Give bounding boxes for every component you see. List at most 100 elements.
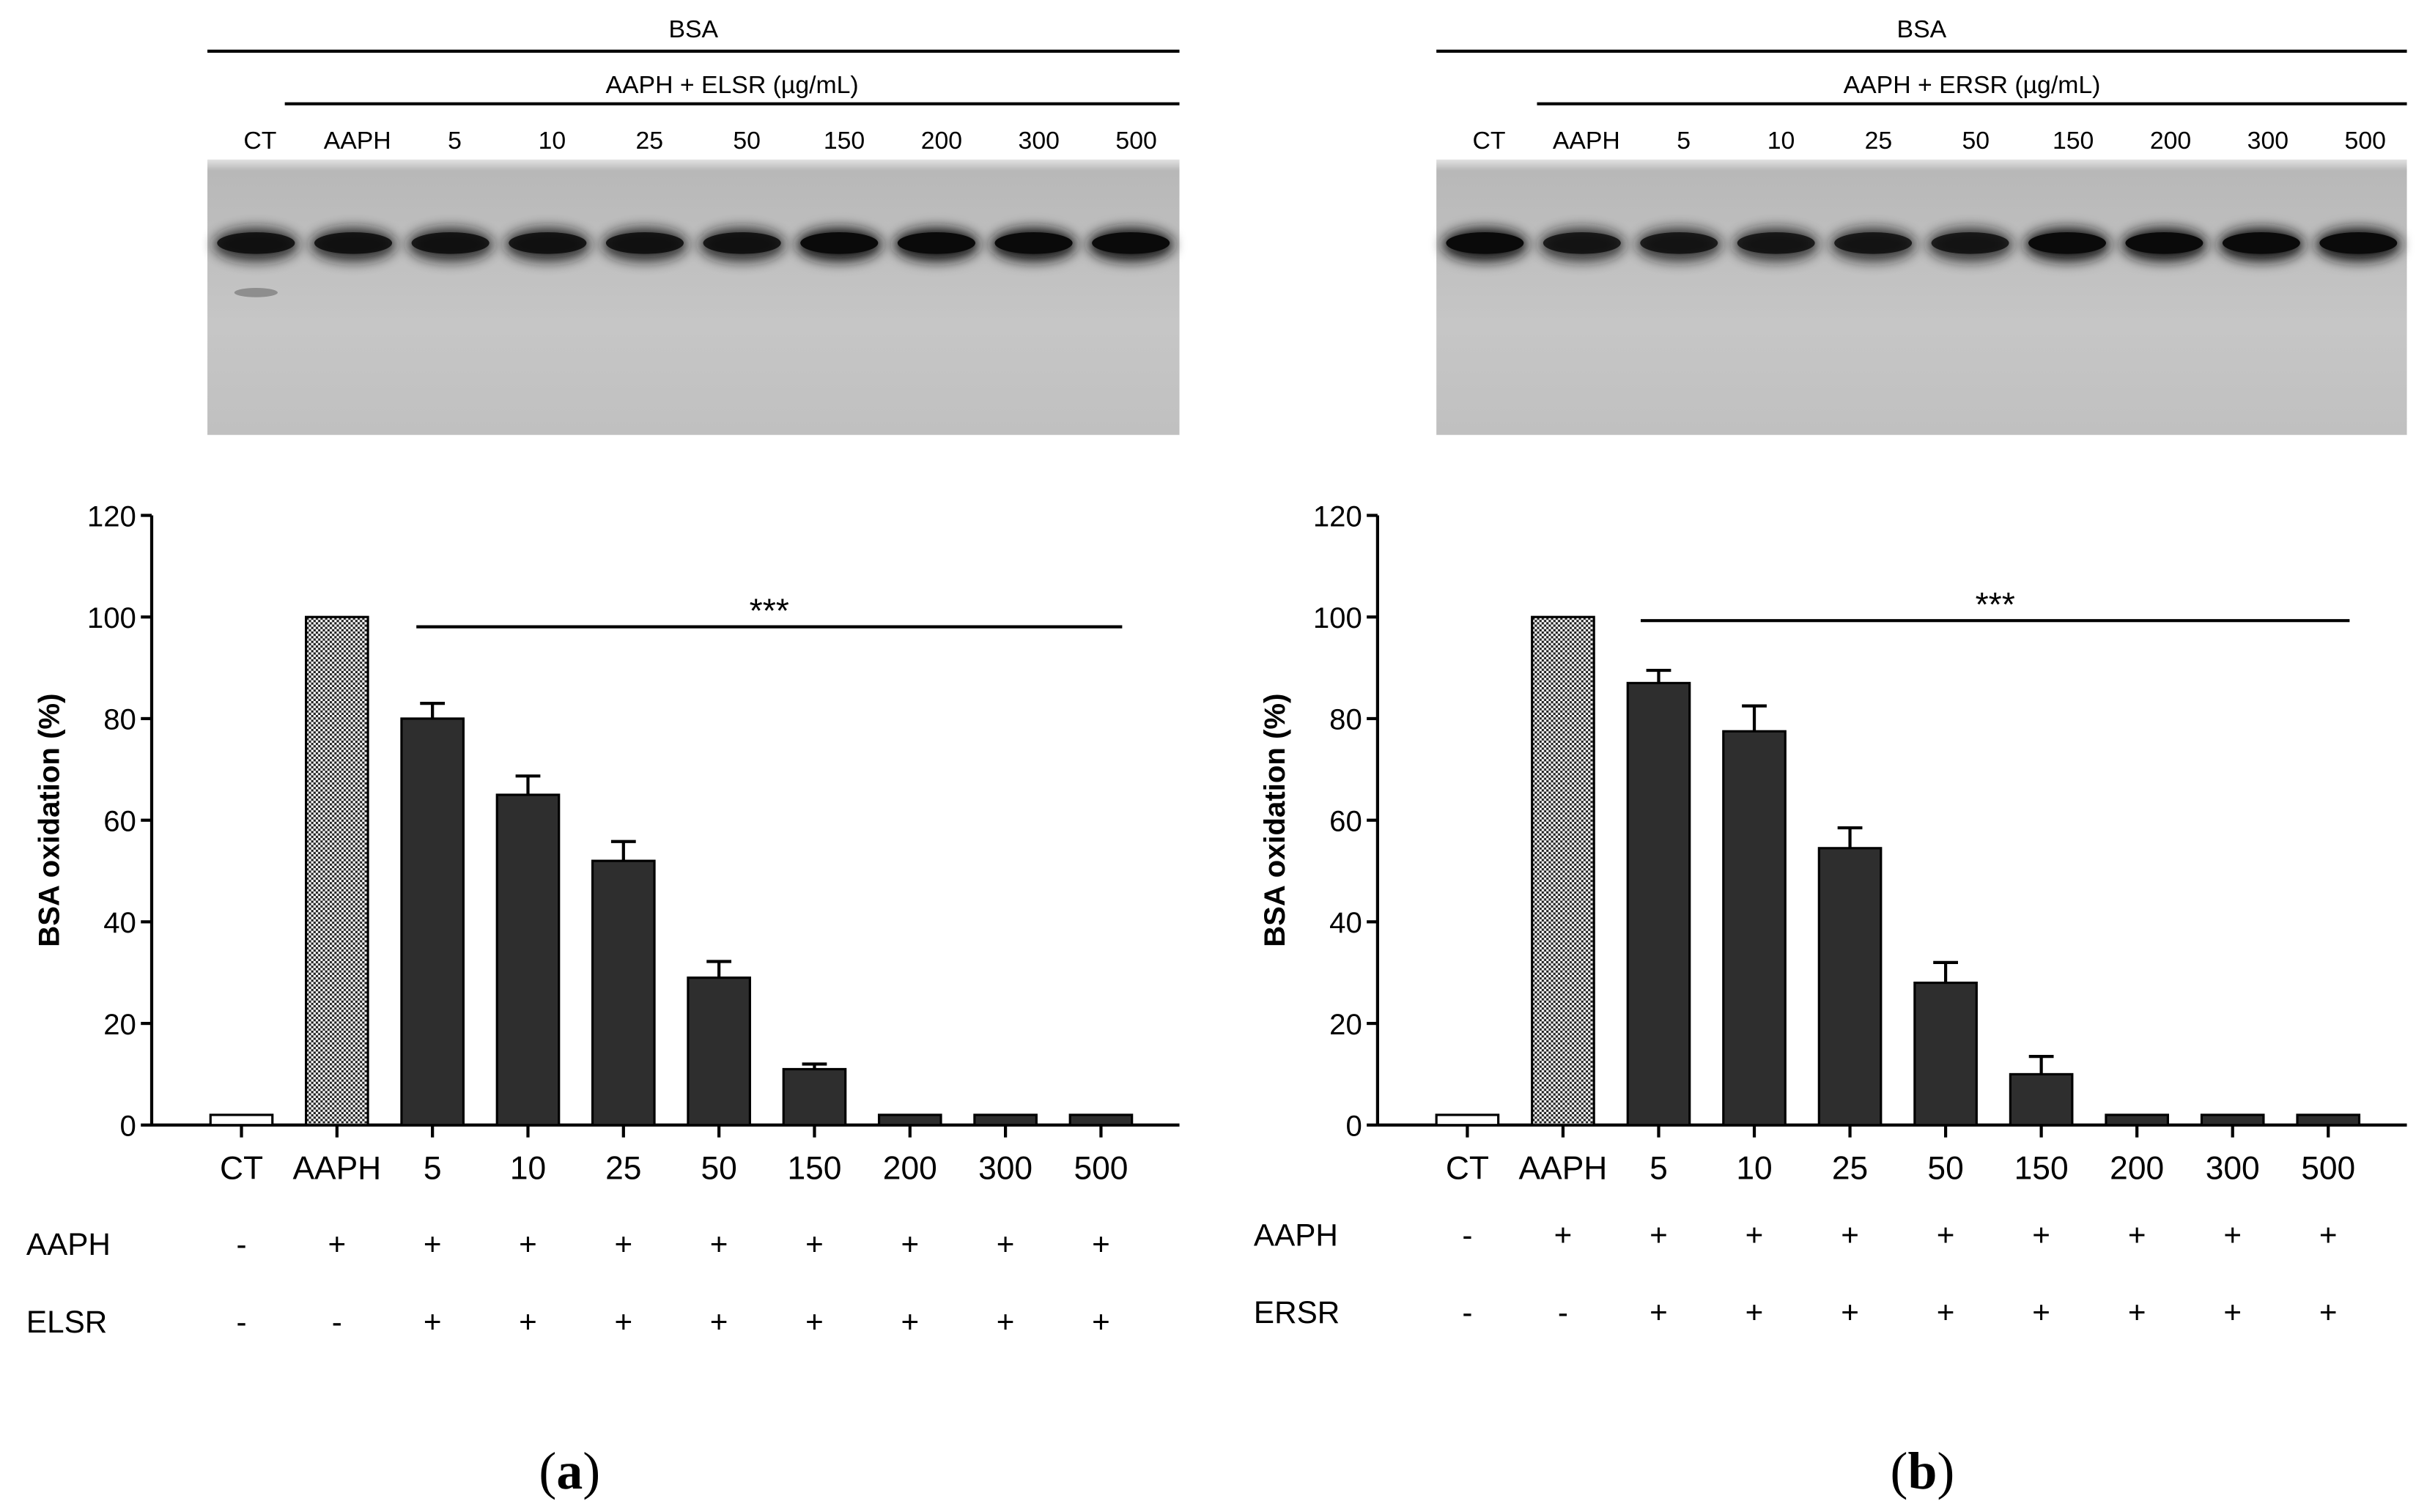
x-tick-label: AAPH (1519, 1151, 1608, 1187)
gel-band-core (2028, 232, 2106, 254)
treatment-sign: - (1462, 1218, 1472, 1253)
y-tick-label: 40 (103, 906, 136, 939)
gel-band-core (1640, 232, 1718, 254)
gel-lane-label: 200 (921, 127, 962, 155)
significance-label: *** (1976, 585, 2015, 623)
treatment-sign: + (997, 1305, 1015, 1339)
gel-subheader: AAPH + ERSR (µg/mL) (1844, 71, 2101, 99)
gel-lane-label: 5 (448, 127, 462, 155)
bar-50 (687, 976, 751, 1127)
gel-band-core (1834, 232, 1913, 254)
y-tick-label: 60 (1329, 804, 1362, 837)
bar-200 (877, 1113, 942, 1127)
gel-lane-label: CT (1472, 127, 1505, 155)
gel-band-core (994, 232, 1073, 254)
x-tick-label: 25 (605, 1151, 641, 1187)
x-tick-label: 150 (2014, 1151, 2069, 1187)
treatment-sign: - (332, 1305, 342, 1339)
x-tick-label: 25 (1832, 1151, 1868, 1187)
y-tick-label: 100 (1313, 601, 1362, 634)
gel-band-core (411, 232, 490, 254)
gel-lane-label: 150 (2053, 127, 2094, 155)
treatment-sign: - (1558, 1295, 1568, 1330)
panel-caption: (b) (1891, 1442, 1955, 1500)
y-tick-label: 80 (103, 703, 136, 736)
gel-lane-label: 25 (636, 127, 664, 155)
y-tick-label: 120 (1313, 500, 1362, 533)
treatment-sign: - (236, 1305, 246, 1339)
significance-label: *** (750, 591, 789, 629)
gel-band-core (1092, 232, 1170, 254)
gel-header: BSA (668, 15, 718, 43)
treatment-sign: + (328, 1227, 346, 1261)
treatment-sign: + (710, 1227, 728, 1261)
x-tick-label: 500 (1074, 1151, 1128, 1187)
gel-band-core (2222, 232, 2300, 254)
treatment-sign: + (2032, 1218, 2050, 1253)
gel-band-core (509, 232, 587, 254)
bar-500 (2296, 1113, 2361, 1127)
x-tick-label: 50 (1927, 1151, 1963, 1187)
gel-band-core (1543, 232, 1621, 254)
treatment-sign: + (1841, 1295, 1859, 1330)
treatment-sign: - (236, 1227, 246, 1261)
gel-band-core (703, 232, 781, 254)
bar-50 (1913, 982, 1978, 1127)
caption-paren-close: ) (583, 1442, 600, 1500)
gel-faint-band (234, 288, 278, 297)
treatment-sign: + (2319, 1295, 2338, 1330)
treatment-sign: + (614, 1305, 632, 1339)
bar-25 (591, 859, 656, 1127)
treatment-sign: + (519, 1305, 537, 1339)
treatment-sign: + (997, 1227, 1015, 1261)
bar-5 (400, 717, 465, 1127)
gel-band-core (1737, 232, 1815, 254)
gel-background (207, 159, 1180, 435)
treatment-sign: + (424, 1227, 442, 1261)
treatment-sign: + (805, 1305, 824, 1339)
gel-lane-label: 50 (733, 127, 761, 155)
gel-image (1436, 159, 2407, 435)
gel-band-core (2319, 232, 2398, 254)
y-axis-label: BSA oxidation (%) (1258, 694, 1291, 947)
gel-band-core (1931, 232, 2009, 254)
x-tick-label: 50 (701, 1151, 736, 1187)
gel-lane-label: 500 (2345, 127, 2386, 155)
treatment-sign: + (519, 1227, 537, 1261)
bar-CT (1435, 1113, 1500, 1127)
treatment-sign: + (2319, 1218, 2338, 1253)
treatment-row-label: ERSR (1254, 1295, 1340, 1330)
gel-lane-label: 500 (1115, 127, 1156, 155)
gel-lane-label: 50 (1962, 127, 1990, 155)
caption-paren-open: ( (539, 1442, 556, 1500)
treatment-sign: + (1937, 1218, 1955, 1253)
x-tick-label: CT (1446, 1151, 1489, 1187)
treatment-sign: + (2032, 1295, 2050, 1330)
treatment-row-label: AAPH (1254, 1218, 1338, 1253)
gel-lane-label: 10 (539, 127, 566, 155)
gel-lane-label: 300 (1019, 127, 1060, 155)
gel-lane-label: 10 (1767, 127, 1795, 155)
gel-lane-label: CT (243, 127, 276, 155)
gel-lane-label: 5 (1677, 127, 1691, 155)
bar-10 (1722, 730, 1787, 1127)
treatment-sign: + (805, 1227, 824, 1261)
gel-image (207, 159, 1180, 435)
x-tick-label: 150 (787, 1151, 841, 1187)
treatment-sign: + (2128, 1218, 2146, 1253)
x-tick-label: 200 (2110, 1151, 2164, 1187)
y-tick-label: 80 (1329, 703, 1362, 736)
caption-paren-close: ) (1937, 1442, 1954, 1500)
treatment-sign: + (901, 1227, 919, 1261)
treatment-sign: + (1650, 1218, 1668, 1253)
y-tick-label: 100 (87, 601, 136, 634)
bar-AAPH (305, 615, 369, 1127)
gel-band-core (314, 232, 393, 254)
gel-band-core (1446, 232, 1524, 254)
x-tick-label: 5 (1650, 1151, 1668, 1187)
y-tick-label: 0 (120, 1110, 136, 1143)
treatment-sign: + (1937, 1295, 1955, 1330)
y-tick-label: 40 (1329, 906, 1362, 939)
